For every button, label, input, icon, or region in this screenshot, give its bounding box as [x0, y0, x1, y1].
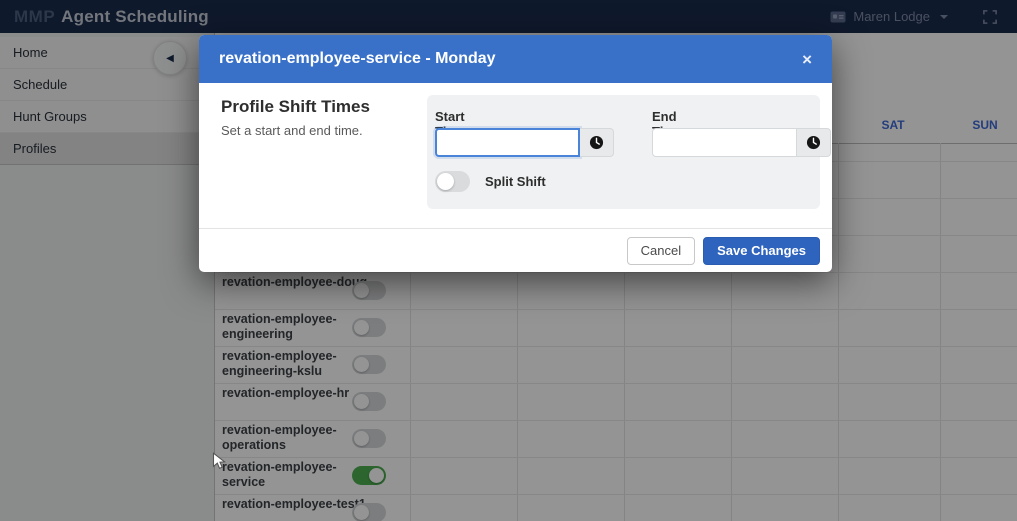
profile-row: revation-employee-doug	[215, 272, 410, 309]
profile-enabled-toggle[interactable]	[352, 318, 386, 337]
profile-enabled-toggle[interactable]	[352, 429, 386, 448]
grid-column-line	[940, 143, 941, 521]
section-subtitle: Set a start and end time.	[221, 123, 363, 138]
profile-enabled-toggle[interactable]	[352, 281, 386, 300]
grid-row-line	[215, 272, 1017, 273]
modal-header: revation-employee-service - Monday ×	[199, 35, 832, 83]
modal-title: revation-employee-service - Monday	[219, 50, 496, 67]
fullscreen-icon[interactable]	[983, 9, 997, 24]
shift-times-panel: Start Time End Time	[427, 95, 831, 209]
grid-row-line	[215, 346, 1017, 347]
grid-row-line	[215, 309, 1017, 310]
profile-name: revation-employee-hr	[222, 386, 350, 400]
profile-row: revation-employee-hr	[215, 383, 410, 420]
top-navbar: MMP Agent Scheduling Maren Lodge	[0, 0, 1017, 33]
grid-row-line	[215, 457, 1017, 458]
start-time-picker-button[interactable]	[580, 128, 614, 157]
grid-row-line	[215, 494, 1017, 495]
modal-body: Profile Shift Times Set a start and end …	[199, 83, 832, 228]
sidebar-item-profiles[interactable]: Profiles	[0, 133, 214, 165]
shift-times-modal: revation-employee-service - Monday × Pro…	[199, 35, 832, 272]
grid-row-line	[215, 383, 1017, 384]
profile-name: revation-employee-engineering-kslu	[222, 349, 337, 378]
profile-name: revation-employee-service	[222, 460, 337, 489]
split-shift-toggle[interactable]	[435, 171, 470, 192]
mouse-cursor-icon	[212, 452, 227, 475]
grid-column-line	[624, 143, 625, 521]
brand-logo-mmp: MMP	[14, 6, 56, 26]
clock-icon	[806, 135, 821, 150]
profile-enabled-toggle[interactable]	[352, 392, 386, 411]
sidebar-item-schedule[interactable]: Schedule	[0, 69, 214, 101]
profile-enabled-toggle[interactable]	[352, 466, 386, 485]
section-title: Profile Shift Times	[221, 97, 370, 116]
profile-name: revation-employee-operations	[222, 423, 337, 452]
profile-name: revation-employee-test1	[222, 497, 366, 511]
grid-column-line	[410, 143, 411, 521]
save-changes-button[interactable]: Save Changes	[703, 236, 820, 265]
sidebar-item-hunt-groups[interactable]: Hunt Groups	[0, 101, 214, 133]
app-title: Agent Scheduling	[61, 6, 209, 26]
profile-row: revation-employee-operations	[215, 420, 410, 457]
day-header-sat: SAT	[881, 118, 905, 132]
sidebar-collapse-button[interactable]: ◀	[153, 41, 187, 75]
user-badge-icon	[830, 11, 846, 23]
grid-row-line	[215, 420, 1017, 421]
profile-enabled-toggle[interactable]	[352, 503, 386, 521]
profile-row: revation-employee-engineering-kslu	[215, 346, 410, 383]
close-icon[interactable]: ×	[802, 49, 812, 69]
grid-column-line	[731, 143, 732, 521]
user-menu[interactable]: Maren Lodge	[853, 9, 930, 24]
clock-icon	[589, 135, 604, 150]
grid-column-line	[838, 143, 839, 521]
profile-name: revation-employee-engineering	[222, 312, 337, 341]
profile-row: revation-employee-engineering	[215, 309, 410, 346]
profile-row: revation-employee-service	[215, 457, 410, 494]
profile-name: revation-employee-doug	[222, 275, 368, 289]
cancel-button[interactable]: Cancel	[626, 236, 696, 265]
chevron-down-icon	[940, 14, 948, 19]
profile-enabled-toggle[interactable]	[352, 355, 386, 374]
grid-column-line	[517, 143, 518, 521]
modal-footer: Cancel Save Changes	[199, 228, 832, 272]
end-time-picker-button[interactable]	[797, 128, 831, 157]
chevron-left-icon: ◀	[166, 52, 174, 64]
start-time-input[interactable]	[435, 128, 580, 157]
day-header-sun: SUN	[972, 118, 998, 132]
split-shift-label: Split Shift	[485, 174, 546, 189]
end-time-input[interactable]	[652, 128, 797, 157]
profile-row: revation-employee-test1	[215, 494, 410, 521]
